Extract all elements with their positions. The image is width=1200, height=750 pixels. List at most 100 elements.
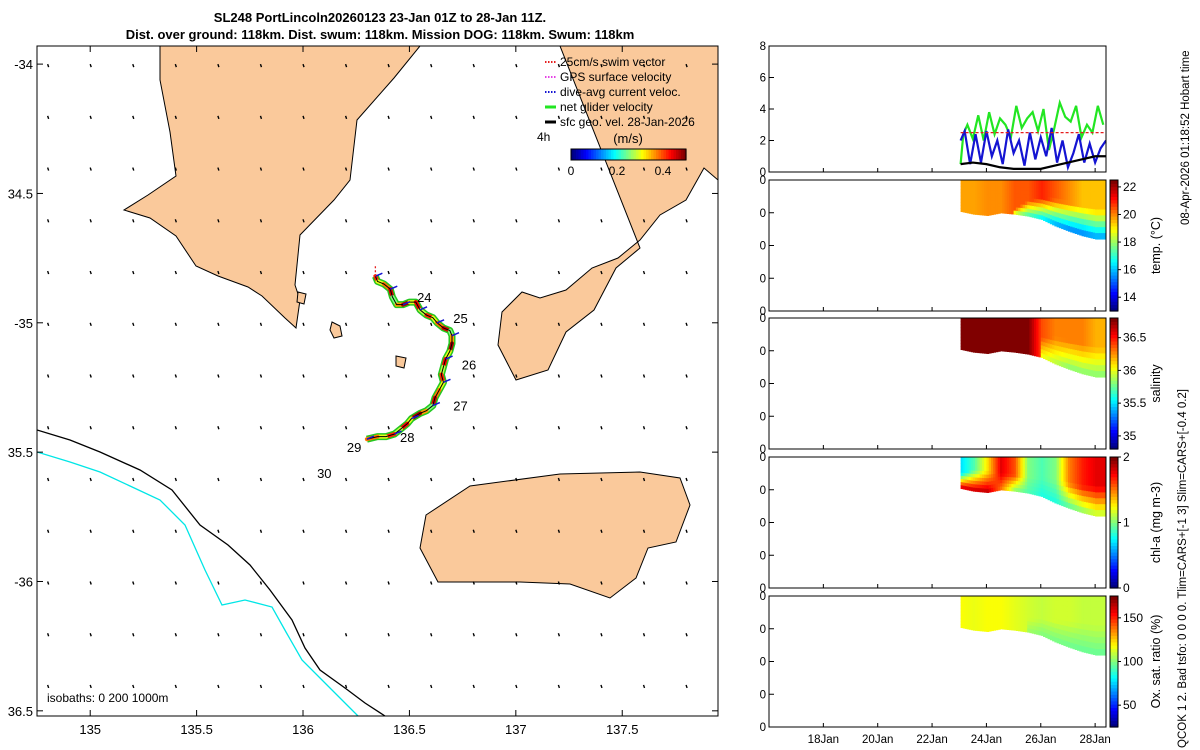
current-vector bbox=[394, 430, 402, 435]
oxygen saturation-cell bbox=[990, 609, 994, 614]
temperature-cell bbox=[1100, 215, 1103, 222]
salinity-cell bbox=[1052, 335, 1055, 341]
temperature-cell bbox=[1061, 218, 1065, 225]
salinity-cell bbox=[1092, 370, 1096, 378]
temperature-cell bbox=[1018, 180, 1021, 185]
oxygen saturation-cell bbox=[975, 619, 978, 625]
oxygen saturation-cell bbox=[1011, 596, 1015, 600]
temperature-cell bbox=[1043, 196, 1046, 201]
salinity-cell bbox=[1024, 318, 1028, 323]
temperature-cell bbox=[984, 197, 988, 202]
temperature-cell bbox=[1070, 190, 1074, 197]
temperature-cell bbox=[988, 197, 992, 202]
salinity-cell bbox=[964, 327, 968, 332]
chlorophyll-cell bbox=[1052, 465, 1055, 472]
oxygen saturation-cell bbox=[1102, 625, 1105, 632]
temperature-cell bbox=[1033, 213, 1037, 219]
chlorophyll-cell bbox=[986, 457, 990, 462]
chlorophyll-cell bbox=[964, 463, 968, 468]
salinity-cell bbox=[1015, 342, 1019, 347]
oxygen saturation-cell bbox=[1047, 617, 1051, 623]
salinity-cell bbox=[1002, 334, 1006, 339]
salinity-cell bbox=[1065, 338, 1069, 344]
temperature-cell bbox=[1088, 197, 1092, 204]
geo-velocity-arrow bbox=[472, 322, 475, 327]
chlorophyll-cell bbox=[975, 470, 978, 475]
chlorophyll-cell bbox=[1095, 486, 1098, 493]
salinity-cell bbox=[1056, 346, 1060, 352]
temperature-cell bbox=[960, 198, 964, 203]
salinity-cell bbox=[1079, 350, 1083, 358]
salinity-cell bbox=[968, 324, 972, 329]
geo-velocity-arrow bbox=[302, 270, 305, 275]
geo-velocity-arrow bbox=[344, 167, 348, 171]
temperature-cell bbox=[1090, 232, 1094, 239]
salinity-cell bbox=[988, 335, 992, 340]
oxygen saturation-cell bbox=[1004, 612, 1008, 617]
chlorophyll-cell bbox=[1083, 462, 1087, 469]
oxygen saturation-cell bbox=[1049, 600, 1053, 606]
salinity-cell bbox=[979, 318, 983, 323]
salinity-cell bbox=[960, 343, 964, 347]
temperature-cell bbox=[1036, 195, 1040, 200]
salinity-cell bbox=[960, 330, 964, 335]
chlorophyll-cell bbox=[1095, 474, 1098, 482]
salinity-colorbar-swatch bbox=[1110, 370, 1118, 375]
temperature-cell bbox=[1061, 184, 1065, 191]
chlorophyll-cell bbox=[1067, 472, 1071, 479]
temperature-cell bbox=[1081, 191, 1085, 198]
oxygen saturation-cell bbox=[1104, 607, 1106, 615]
oxygen saturation-colorbar-swatch bbox=[1110, 723, 1118, 728]
chlorophyll-cell bbox=[1061, 490, 1065, 497]
oxygen saturation-cell bbox=[1061, 625, 1065, 631]
chlorophyll-cell bbox=[1043, 465, 1046, 470]
geo-velocity-arrow bbox=[89, 270, 92, 275]
salinity-y-tick-label: 200 bbox=[760, 444, 766, 456]
oxygen saturation-cell bbox=[1095, 637, 1098, 644]
salinity-cell bbox=[1102, 365, 1105, 372]
salinity-colorbar-label: salinity bbox=[1149, 364, 1163, 403]
geo-velocity-arrow bbox=[132, 529, 135, 533]
chlorophyll-colorbar-swatch bbox=[1110, 578, 1118, 583]
temperature-cell bbox=[1102, 203, 1105, 211]
chlorophyll-colorbar-swatch bbox=[1110, 483, 1118, 488]
oxygen saturation-cell bbox=[960, 599, 964, 603]
temperature-cell bbox=[1088, 191, 1092, 198]
temperature-cell bbox=[1000, 180, 1003, 184]
salinity-cell bbox=[1083, 329, 1087, 336]
salinity-cell bbox=[1052, 322, 1055, 328]
geo-velocity-arrow bbox=[46, 581, 50, 585]
chlorophyll-cell bbox=[1058, 466, 1062, 472]
chlorophyll-cell bbox=[1065, 497, 1069, 503]
oxygen saturation-cell bbox=[979, 620, 983, 625]
oxygen saturation-cell bbox=[1072, 632, 1076, 639]
oxygen saturation-cell bbox=[1018, 623, 1021, 628]
temperature-cell bbox=[1015, 197, 1019, 202]
temperature-cell bbox=[1027, 201, 1031, 206]
chlorophyll-cell bbox=[1065, 462, 1069, 468]
geo-velocity-arrow bbox=[600, 684, 603, 689]
salinity-colorbar-swatch bbox=[1110, 393, 1118, 398]
colorbar-swatch bbox=[601, 149, 605, 160]
temperature-cell bbox=[1061, 189, 1065, 196]
salinity-cell bbox=[975, 335, 978, 340]
salinity-colorbar-swatch bbox=[1110, 318, 1118, 322]
oxygen saturation-cell bbox=[1000, 615, 1003, 620]
oxygen saturation-cell bbox=[1061, 634, 1065, 641]
salinity-cell bbox=[1054, 354, 1058, 360]
geo-velocity-arrow bbox=[515, 477, 518, 482]
chlorophyll-cell bbox=[1015, 477, 1019, 482]
salinity-cell bbox=[972, 328, 976, 333]
chlorophyll-cell bbox=[1056, 461, 1060, 467]
oxygen saturation-colorbar-swatch bbox=[1110, 677, 1118, 682]
temperature-cell bbox=[1024, 183, 1028, 188]
chlorophyll-cell bbox=[1072, 499, 1076, 505]
colorbar-swatch bbox=[658, 149, 662, 160]
temperature-cell bbox=[1063, 199, 1067, 206]
temperature-cell bbox=[1033, 187, 1037, 192]
temperature-cell bbox=[1009, 210, 1012, 215]
chlorophyll-cell bbox=[1036, 460, 1040, 466]
temperature-cell bbox=[1052, 197, 1055, 203]
temperature-cell bbox=[1011, 190, 1015, 195]
oxygen saturation-colorbar-swatch bbox=[1110, 615, 1118, 620]
